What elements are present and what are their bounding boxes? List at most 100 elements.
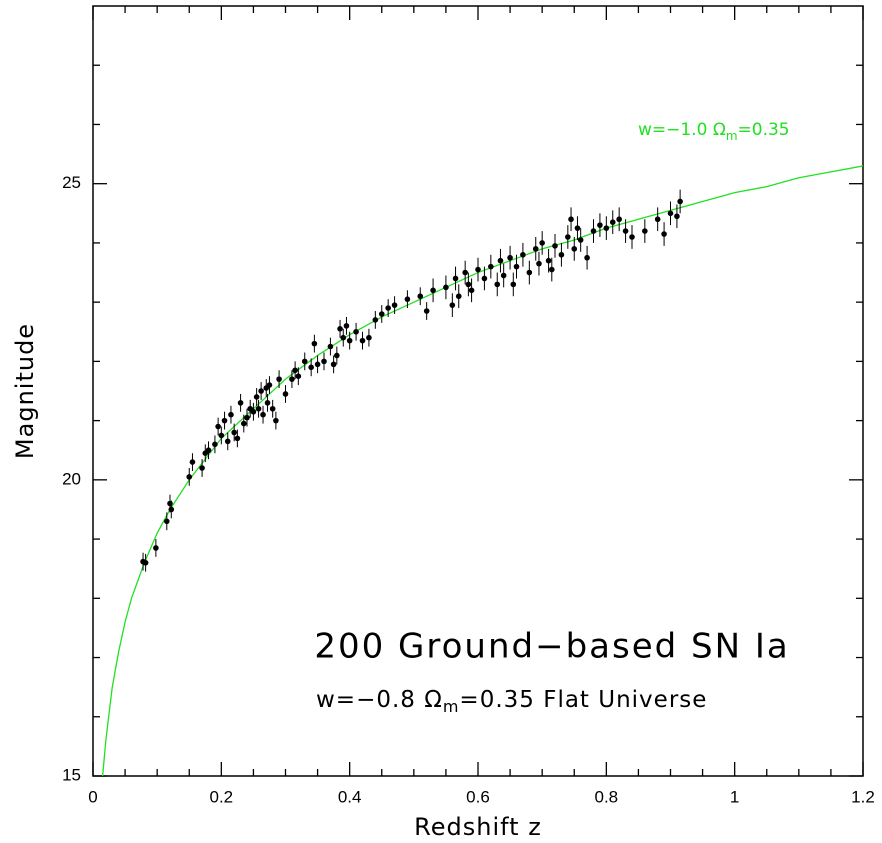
data-point — [584, 254, 590, 261]
data-point — [430, 287, 436, 294]
data-point — [264, 400, 271, 406]
data-point — [548, 266, 555, 273]
data-point — [266, 382, 273, 388]
data-point — [558, 251, 565, 258]
data-point — [142, 559, 149, 566]
data-point — [661, 231, 667, 237]
y-tick-label: 20 — [62, 469, 81, 488]
data-point — [215, 423, 221, 430]
data-point — [255, 405, 262, 412]
x-tick-label: 1 — [730, 787, 739, 806]
y-tick-label: 15 — [62, 765, 81, 784]
chart-title: 200 Ground−based SN Ia — [314, 627, 789, 667]
data-point — [228, 411, 234, 418]
data-point — [616, 216, 622, 223]
data-point — [404, 296, 411, 302]
data-point — [346, 337, 353, 344]
data-point — [497, 257, 504, 264]
data-point — [385, 305, 391, 311]
data-point — [677, 198, 683, 205]
data-point — [289, 376, 295, 382]
y-tick-label: 25 — [62, 173, 81, 192]
subtitle-part: m — [443, 697, 460, 716]
x-tick-label: 0.2 — [210, 787, 234, 806]
chart-subtitle: w=−0.8 Ωm=0.35 Flat Universe — [316, 687, 707, 716]
data-point — [539, 240, 545, 246]
data-point — [260, 411, 266, 418]
data-point — [353, 328, 359, 335]
data-point — [269, 405, 276, 412]
data-point — [372, 317, 379, 323]
data-point — [337, 326, 343, 332]
data-point — [340, 334, 347, 341]
data-point — [240, 420, 247, 427]
curve-label: w=−1.0 Ωm=0.35 — [638, 120, 790, 143]
subtitle-part: w=−0.8 Ω — [316, 687, 443, 713]
y-axis-label: Magnitude — [11, 323, 39, 459]
data-point — [552, 243, 558, 249]
data-point — [295, 373, 302, 379]
data-point — [359, 337, 366, 344]
data-point — [221, 417, 228, 424]
x-axis-label: Redshift z — [414, 813, 542, 841]
data-point — [189, 459, 196, 465]
x-tick-label: 0 — [88, 787, 97, 806]
data-point — [391, 302, 398, 308]
data-point — [603, 225, 610, 231]
data-point — [314, 361, 321, 368]
data-point — [481, 275, 488, 282]
data-point — [590, 228, 597, 234]
data-point — [513, 263, 520, 270]
curve-label-part: =0.35 — [738, 120, 790, 140]
model-curve — [101, 165, 863, 776]
data-point — [378, 311, 385, 317]
data-point — [674, 213, 680, 220]
data-point — [205, 447, 212, 454]
data-point — [568, 216, 574, 223]
data-point — [536, 260, 542, 267]
x-tick-label: 0.4 — [338, 787, 362, 806]
data-point — [327, 343, 334, 350]
data-point — [163, 518, 170, 525]
data-point — [258, 388, 264, 394]
data-point — [153, 545, 159, 551]
data-point — [465, 281, 472, 288]
data-point — [167, 500, 173, 507]
data-point — [443, 284, 449, 291]
data-point — [273, 417, 279, 424]
data-point — [250, 408, 257, 415]
data-point — [475, 266, 481, 273]
data-point — [423, 308, 430, 314]
data-point — [574, 225, 581, 231]
data-point — [282, 391, 289, 397]
data-point — [321, 358, 327, 365]
data-point — [455, 293, 462, 300]
data-point — [311, 340, 318, 347]
data-point — [224, 438, 231, 445]
x-tick-label: 1.2 — [851, 787, 875, 806]
data-point — [507, 254, 513, 261]
data-point — [366, 334, 372, 341]
data-point — [597, 222, 603, 228]
data-point — [609, 219, 616, 225]
data-point — [308, 364, 314, 371]
data-point — [545, 257, 552, 264]
plot-area — [101, 165, 863, 776]
data-point — [571, 246, 578, 252]
data-point — [500, 272, 507, 279]
x-tick-label: 0.6 — [466, 787, 490, 806]
data-point — [629, 234, 635, 240]
data-point — [452, 275, 459, 282]
data-point — [488, 263, 494, 270]
data-point — [532, 246, 539, 252]
data-point — [577, 237, 584, 243]
curve-label-part: w=−1.0 Ω — [638, 120, 726, 140]
data-point — [218, 432, 225, 439]
data-point — [186, 474, 193, 480]
data-point — [417, 293, 424, 300]
data-point — [343, 323, 350, 329]
data-point — [462, 269, 468, 276]
data-point — [253, 394, 260, 400]
data-point — [237, 400, 244, 406]
